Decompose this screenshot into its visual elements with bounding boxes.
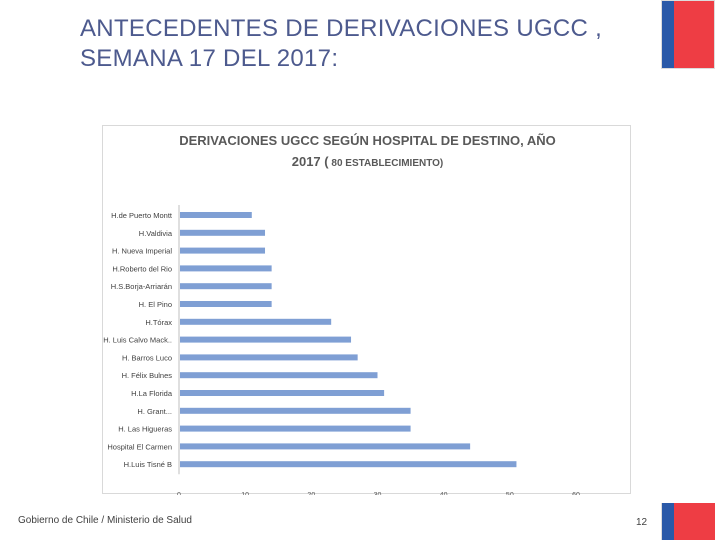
bar [180,354,358,361]
bar [180,265,272,272]
category-label: H.Roberto del Rio [112,264,172,273]
bar [180,336,352,343]
category-label: H.Valdivia [139,229,173,238]
chile-flag-footer [661,503,715,540]
flag-blue-stripe [662,1,674,68]
x-tick-label: 50 [506,492,514,495]
bar [180,283,272,290]
category-label: H.de Puerto Montt [111,211,173,220]
bar [180,318,332,325]
category-label: Hospital El Carmen [107,442,172,451]
flag-blue-stripe [662,503,674,540]
bar [180,212,252,218]
category-label: H.S.Borja-Arriarán [111,282,172,291]
category-label: H. Las Higueras [118,425,172,434]
slide-title: ANTECEDENTES DE DERIVACIONES UGCC , SEMA… [80,14,640,74]
bar [180,390,385,396]
category-label: H. Luis Calvo Mack.. [103,336,172,345]
category-label: H. Barros Luco [122,353,172,362]
category-label: H.Luis Tisné B [124,460,172,469]
bar [180,301,272,307]
chart-title-line2: 2017 ( 80 ESTABLECIMIENTO) [103,151,632,174]
footer-ministry-text: Gobierno de Chile / Ministerio de Salud [18,515,192,526]
flag-red-stripe [674,1,714,68]
category-label: H. Félix Bulnes [122,371,173,380]
x-tick-label: 0 [177,492,181,495]
bar [180,229,266,236]
x-tick-label: 60 [572,492,580,495]
bar [180,407,411,414]
chart-title-line2-main: 2017 ( [291,154,329,169]
page-number: 12 [636,517,648,528]
bar [180,425,411,432]
x-tick-label: 30 [374,492,382,495]
x-tick-label: 10 [241,492,249,495]
chart-title-line2-sub: 80 ESTABLECIMIENTO) [328,158,444,169]
x-tick-label: 40 [440,492,448,495]
bar [180,461,517,468]
flag-red-stripe [674,503,715,540]
chart-title: DERIVACIONES UGCC SEGÚN HOSPITAL DE DEST… [103,130,632,174]
category-label: H. El Pino [139,300,172,309]
chart-title-line1: DERIVACIONES UGCC SEGÚN HOSPITAL DE DEST… [179,133,556,148]
category-label: H.La Florida [131,389,173,398]
slide-title-line1: ANTECEDENTES DE DERIVACIONES UGCC , [80,15,603,42]
chart-frame: DERIVACIONES UGCC SEGÚN HOSPITAL DE DEST… [102,125,632,495]
bar [180,443,471,450]
bar-chart-plot: H.de Puerto Montt H.Valdivia H. Nueva Impe… [103,205,580,495]
category-label: H. Nueva Imperial [112,247,172,256]
bar [180,372,378,379]
category-label: H. Grant... [137,407,172,416]
category-label: H.Tórax [145,318,172,327]
x-tick-label: 20 [307,492,315,495]
bar [180,247,266,254]
chile-flag-logo [661,0,715,69]
slide-title-line2: SEMANA 17 DEL 2017: [80,45,339,72]
